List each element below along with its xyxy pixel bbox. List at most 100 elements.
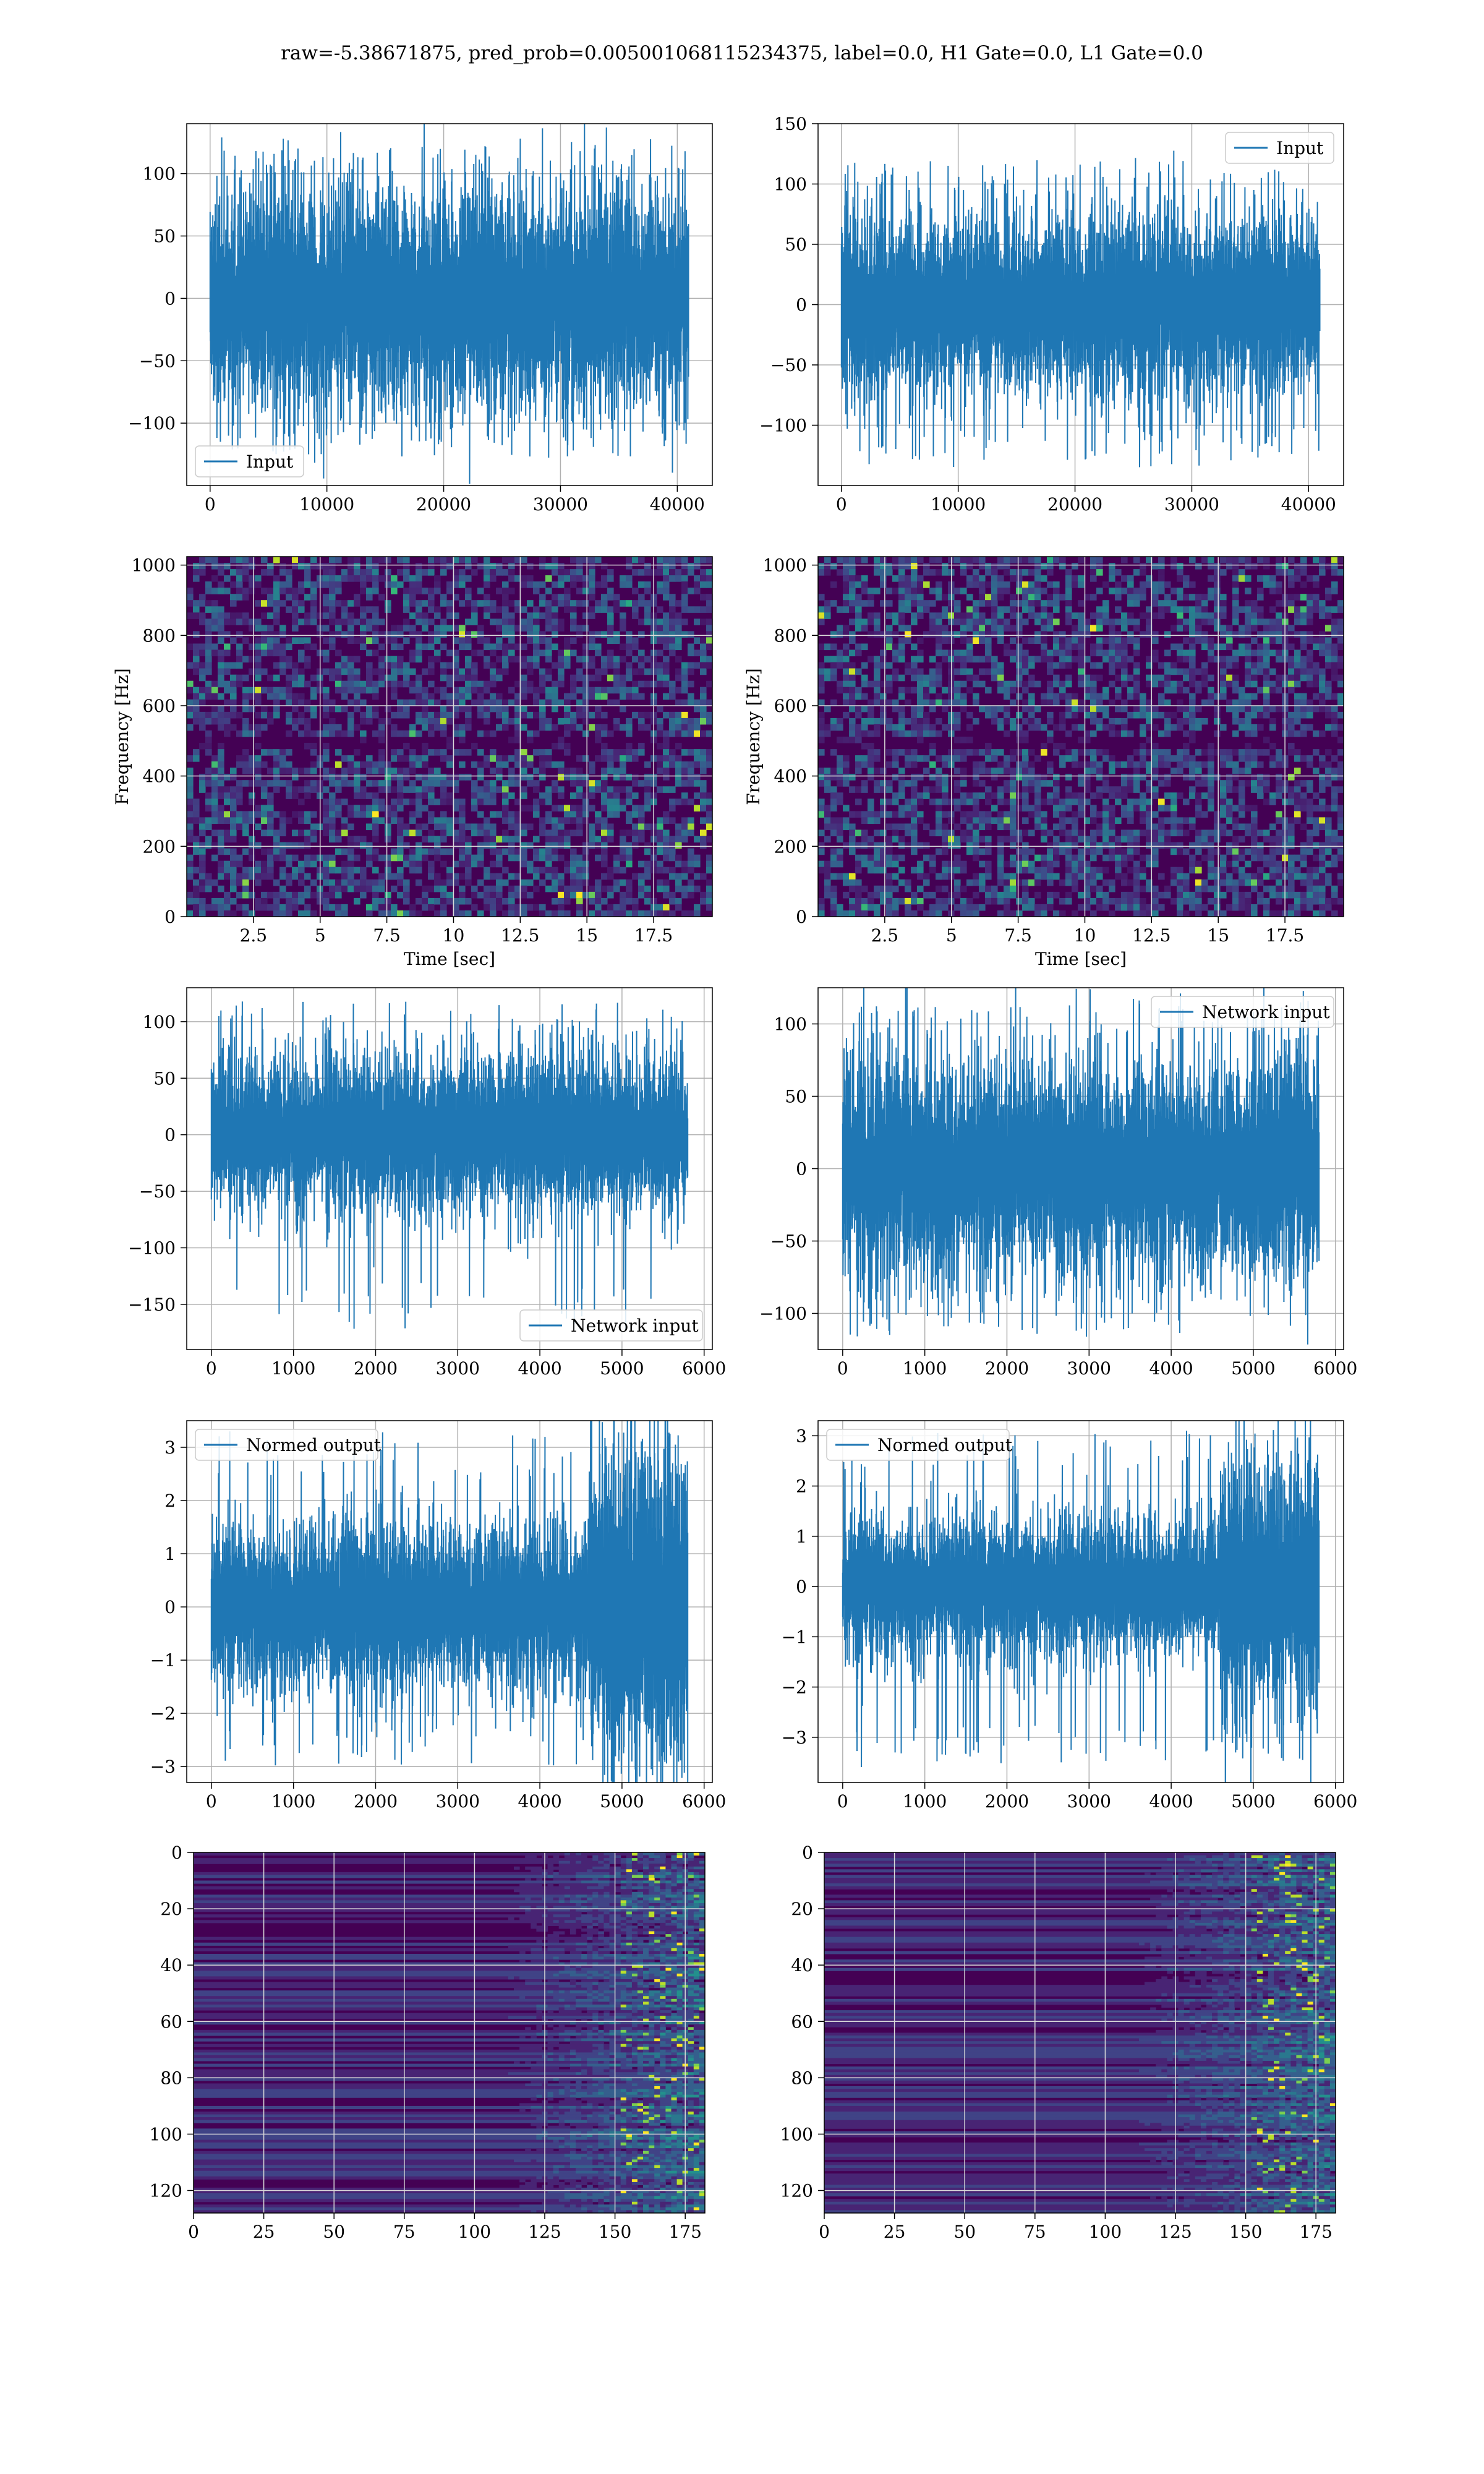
x-tick-label: 175 xyxy=(668,2222,701,2242)
axes-frame xyxy=(817,123,1344,486)
y-tick-label: −2 xyxy=(150,1703,176,1724)
y-tick-label: 0 xyxy=(171,1843,182,1863)
y-tick-label: 600 xyxy=(774,696,807,716)
x-tick-label: 3000 xyxy=(436,1358,480,1379)
legend-box xyxy=(519,1309,703,1342)
y-tick-label: −1 xyxy=(150,1650,176,1671)
y-axis-label: Frequency [Hz] xyxy=(112,668,132,805)
x-tick-label: 15 xyxy=(576,925,598,946)
x-tick-label: 6000 xyxy=(1313,1791,1357,1812)
y-tick-label: 50 xyxy=(785,234,807,255)
legend-box xyxy=(826,1429,1010,1461)
x-tick-label: 10 xyxy=(1074,925,1096,946)
series-line xyxy=(842,988,1320,1345)
x-tick-label: 20000 xyxy=(1047,494,1102,515)
axes-frame xyxy=(186,123,713,486)
axes-frame xyxy=(817,1420,1344,1783)
heatmap-cells xyxy=(187,557,713,917)
x-tick-label: 5 xyxy=(315,925,326,946)
y-tick-label: −100 xyxy=(128,413,176,434)
y-tick-label: 400 xyxy=(143,766,176,787)
x-tick-label: 75 xyxy=(1024,2222,1046,2242)
x-axis-label: Time [sec] xyxy=(404,949,495,969)
y-tick-label: 80 xyxy=(791,2068,813,2088)
y-tick-label: 0 xyxy=(164,1125,176,1145)
x-tick-label: 3000 xyxy=(1067,1358,1111,1379)
y-tick-label: 3 xyxy=(164,1437,176,1458)
x-tick-label: 0 xyxy=(837,1791,848,1812)
y-tick-label: 0 xyxy=(164,1597,176,1617)
y-tick-label: 50 xyxy=(153,226,176,247)
x-tick-label: 50 xyxy=(953,2222,976,2242)
y-tick-label: 20 xyxy=(791,1899,813,1919)
x-tick-label: 0 xyxy=(819,2222,830,2242)
axes-frame xyxy=(186,556,713,917)
x-tick-label: 1000 xyxy=(271,1358,315,1379)
x-tick-label: 10000 xyxy=(299,494,354,515)
y-tick-label: 200 xyxy=(143,836,176,857)
x-tick-label: 0 xyxy=(837,1358,848,1379)
y-tick-label: 100 xyxy=(774,1014,807,1035)
x-tick-label: 0 xyxy=(205,494,216,515)
y-tick-label: 200 xyxy=(774,836,807,857)
x-tick-label: 10000 xyxy=(931,494,986,515)
axes-frame xyxy=(186,987,713,1350)
x-tick-label: 5000 xyxy=(600,1358,644,1379)
y-tick-label: 100 xyxy=(150,2124,182,2144)
x-tick-label: 30000 xyxy=(533,494,588,515)
x-tick-label: 2000 xyxy=(354,1358,398,1379)
axes-frame xyxy=(817,987,1344,1350)
y-tick-label: 150 xyxy=(774,114,807,134)
x-tick-label: 12.5 xyxy=(501,925,539,946)
x-tick-label: 20000 xyxy=(416,494,471,515)
x-tick-label: 25 xyxy=(884,2222,906,2242)
y-tick-label: 1000 xyxy=(763,555,807,576)
y-tick-label: 60 xyxy=(791,2011,813,2032)
legend-label: Normed output xyxy=(246,1435,382,1455)
x-tick-label: 125 xyxy=(1159,2222,1192,2242)
y-tick-label: 50 xyxy=(785,1087,807,1107)
y-axis-label: Frequency [Hz] xyxy=(743,668,764,805)
x-tick-label: 2.5 xyxy=(871,925,899,946)
heatmap-cells xyxy=(824,1852,1336,2214)
y-tick-label: 2 xyxy=(164,1491,176,1511)
y-tick-label: 1 xyxy=(796,1526,807,1547)
x-tick-label: 1000 xyxy=(903,1791,947,1812)
x-tick-label: 6000 xyxy=(682,1791,726,1812)
y-tick-label: 80 xyxy=(160,2068,182,2088)
y-tick-label: 600 xyxy=(143,696,176,716)
figure-title: raw=-5.38671875, pred_prob=0.00500106811… xyxy=(281,42,1203,64)
x-tick-label: 2000 xyxy=(985,1791,1029,1812)
y-tick-label: 0 xyxy=(802,1843,813,1863)
x-tick-label: 150 xyxy=(599,2222,631,2242)
x-tick-label: 100 xyxy=(1089,2222,1122,2242)
y-tick-label: −1 xyxy=(782,1627,807,1647)
x-tick-label: 3000 xyxy=(1067,1791,1111,1812)
y-tick-label: −150 xyxy=(128,1295,176,1315)
x-tick-label: 17.5 xyxy=(1266,925,1304,946)
x-tick-label: 5000 xyxy=(1231,1358,1275,1379)
series-line xyxy=(842,1421,1320,1783)
y-tick-label: 0 xyxy=(796,1159,807,1179)
x-tick-label: 0 xyxy=(188,2222,199,2242)
x-tick-label: 50 xyxy=(323,2222,345,2242)
x-tick-label: 15 xyxy=(1207,925,1229,946)
x-tick-label: 1000 xyxy=(271,1791,315,1812)
y-tick-label: 800 xyxy=(774,625,807,646)
y-tick-label: 100 xyxy=(774,174,807,195)
y-tick-label: 50 xyxy=(153,1068,176,1089)
x-tick-label: 4000 xyxy=(1149,1358,1193,1379)
y-tick-label: −3 xyxy=(150,1757,176,1777)
x-tick-label: 75 xyxy=(393,2222,416,2242)
y-tick-label: −50 xyxy=(139,351,176,371)
x-tick-label: 12.5 xyxy=(1132,925,1171,946)
x-tick-label: 0 xyxy=(206,1358,217,1379)
axes-frame xyxy=(186,1420,713,1783)
x-tick-label: 6000 xyxy=(1313,1358,1357,1379)
